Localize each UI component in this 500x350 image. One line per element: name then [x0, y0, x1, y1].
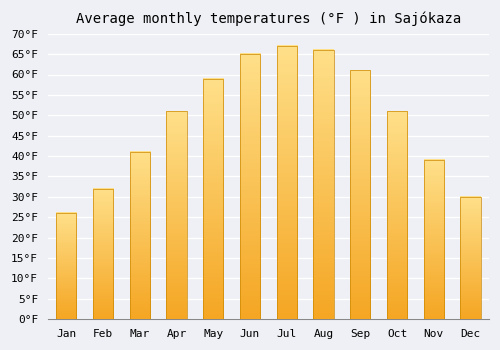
Bar: [350, 70, 370, 319]
Bar: [56, 213, 76, 319]
Bar: [203, 79, 224, 319]
Bar: [314, 50, 334, 319]
Bar: [240, 54, 260, 319]
Bar: [424, 160, 444, 319]
Bar: [130, 152, 150, 319]
Title: Average monthly temperatures (°F ) in Sajókaza: Average monthly temperatures (°F ) in Sa…: [76, 11, 461, 26]
Bar: [387, 111, 407, 319]
Bar: [93, 189, 113, 319]
Bar: [276, 46, 297, 319]
Bar: [166, 111, 186, 319]
Bar: [460, 197, 480, 319]
